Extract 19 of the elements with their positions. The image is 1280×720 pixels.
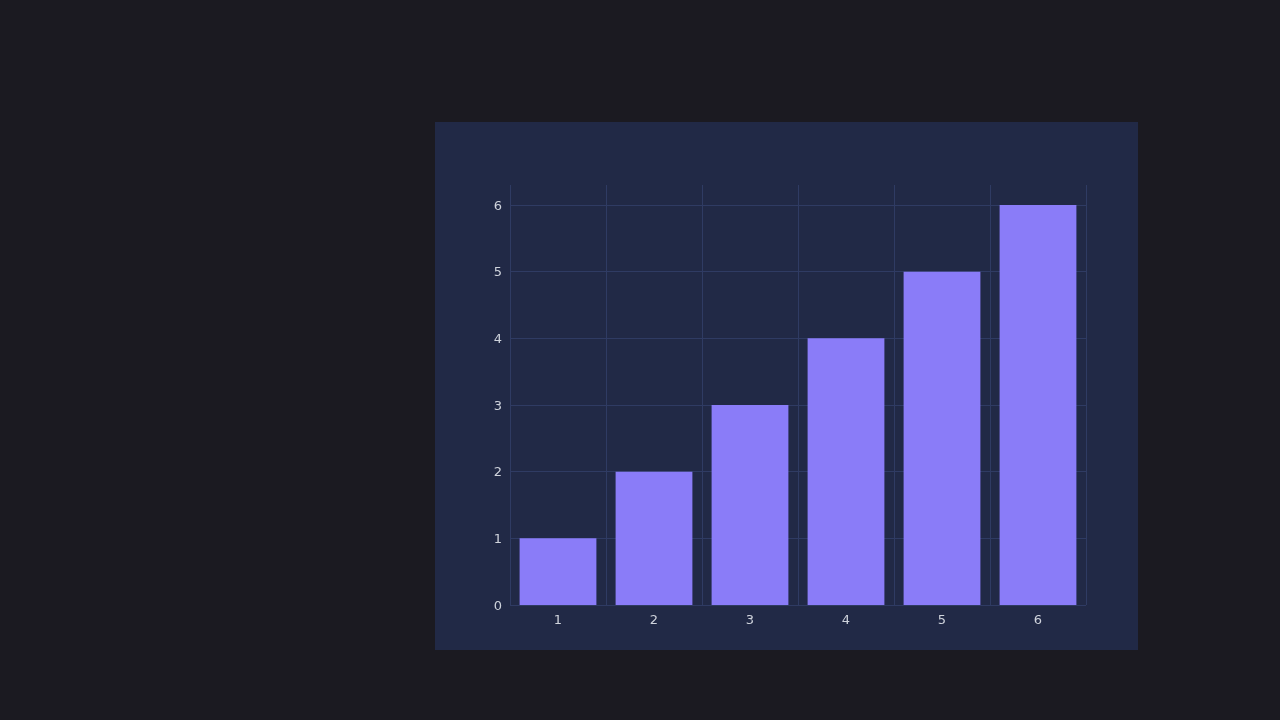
bar	[903, 271, 981, 605]
x-tick-label: 6	[1033, 612, 1043, 627]
x-tick-label: 5	[937, 612, 947, 627]
x-tick-label: 3	[745, 612, 755, 627]
bar	[807, 338, 885, 605]
x-tick-label: 1	[553, 612, 563, 627]
bar	[999, 205, 1077, 605]
y-tick-label: 0	[493, 597, 502, 613]
bar	[711, 405, 789, 605]
y-tick-label: 3	[493, 397, 502, 413]
y-tick-label: 4	[493, 330, 502, 346]
x-tick-label: 4	[841, 612, 851, 627]
bar	[519, 538, 597, 605]
x-tick-label: 2	[649, 612, 659, 627]
y-tick-label: 1	[493, 530, 502, 546]
y-tick-label: 6	[493, 197, 502, 213]
y-tick-label: 2	[493, 464, 502, 480]
y-tick-label: 5	[493, 264, 502, 280]
bar	[615, 471, 693, 605]
